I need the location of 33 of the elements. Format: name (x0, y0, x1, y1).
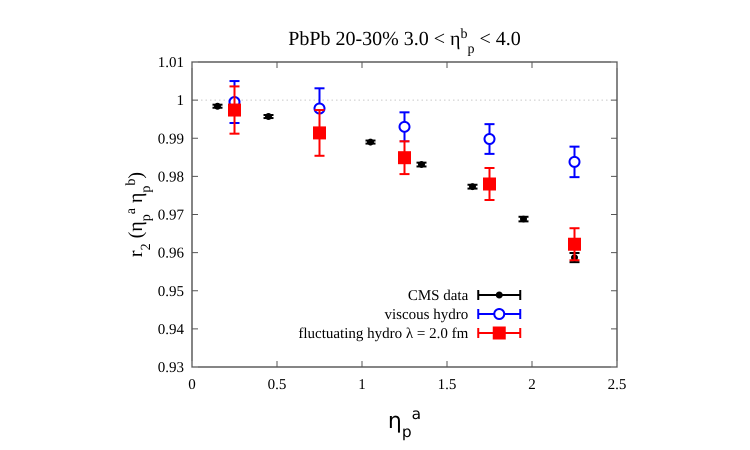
legend-label: fluctuating hydro λ = 2.0 fm (298, 326, 469, 342)
x-tick-label: 1 (358, 377, 366, 393)
x-tick-label: 0 (188, 377, 196, 393)
point (228, 104, 241, 117)
point (469, 183, 476, 190)
point (265, 113, 272, 120)
point (418, 161, 425, 168)
y-tick-label: 0.97 (158, 208, 184, 224)
point (483, 178, 496, 190)
point (520, 216, 527, 223)
y-tick-label: 0.98 (158, 169, 184, 186)
point (568, 156, 580, 168)
legend-label: CMS data (408, 288, 469, 304)
y-tick-label: 0.96 (158, 246, 184, 262)
chart-title: PbPb 20-30% 3.0 < η$^{b}$$_{p}$ < 4.0 (288, 26, 521, 56)
y-tick-label: 1.01 (158, 55, 184, 71)
point (398, 120, 410, 133)
x-tick-label: 1.5 (438, 377, 456, 393)
point (484, 133, 496, 146)
point (398, 151, 411, 164)
x-tick-label: 2 (528, 377, 536, 393)
x-tick-label: 0.5 (268, 377, 286, 393)
y-tick-label: 0.93 (158, 360, 184, 376)
point (367, 138, 374, 146)
point (568, 238, 581, 251)
point (313, 126, 326, 140)
y-tick-label: 0.99 (158, 131, 184, 148)
y-tick-label: 0.95 (158, 284, 184, 300)
point (214, 102, 221, 110)
y-tick-label: 1 (176, 93, 184, 110)
legend-label: viscous hydro (384, 307, 468, 323)
x-tick-label: 2.5 (608, 377, 626, 393)
y-tick-label: 0.94 (158, 322, 184, 338)
